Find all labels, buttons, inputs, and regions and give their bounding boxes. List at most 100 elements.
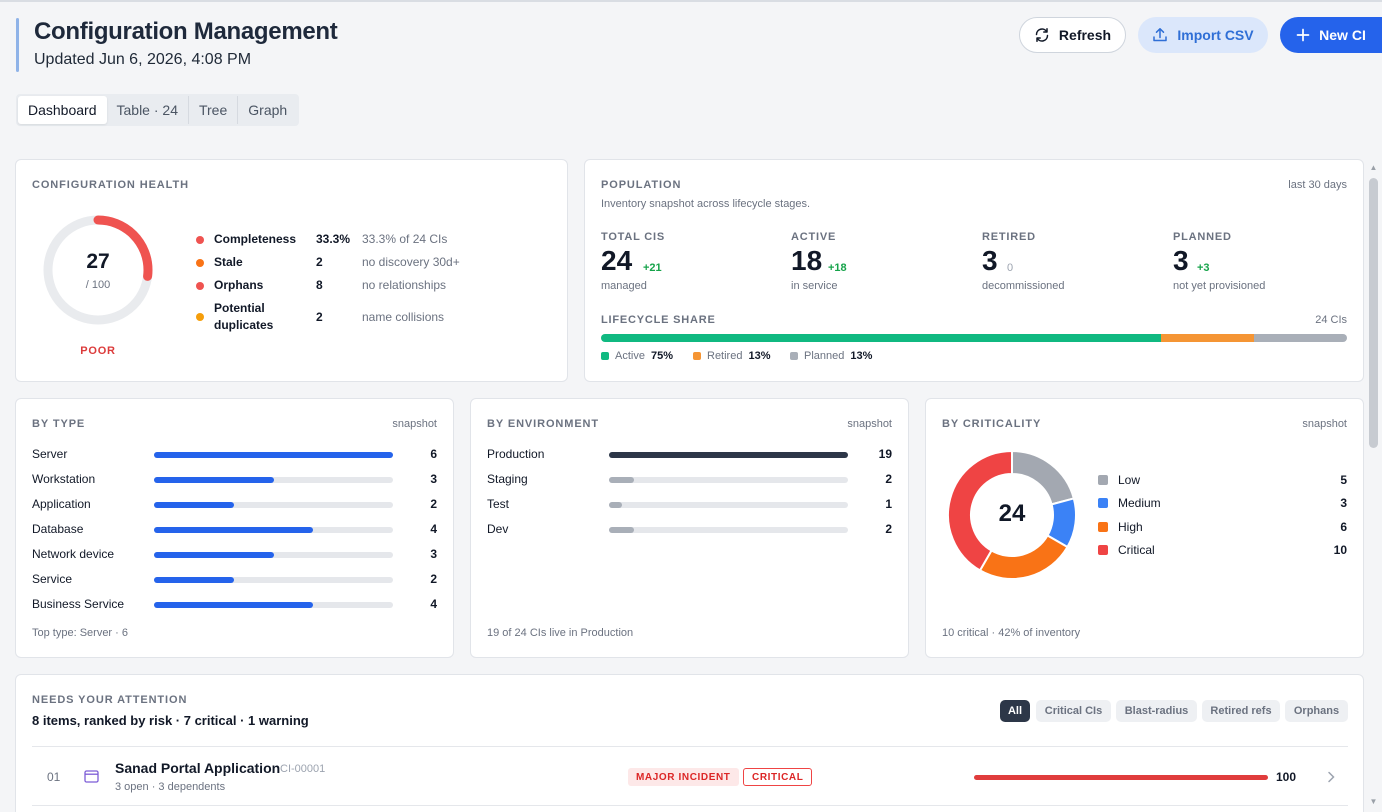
stat-label: PLANNED (1173, 231, 1232, 243)
bar-label: Test (487, 497, 510, 511)
by-criticality-card: BY CRITICALITY snapshot 24 Low 5 Medium … (925, 398, 1364, 658)
filter-critical-cis[interactable]: Critical CIs (1036, 700, 1111, 722)
health-score-max: / 100 (85, 279, 111, 291)
bar-fill (609, 477, 635, 483)
tab-dashboard[interactable]: Dashboard (18, 96, 107, 124)
row-rank: 01 (47, 770, 61, 784)
bar-track (609, 477, 848, 483)
bar-value: 2 (885, 472, 892, 486)
lifecycle-segment-retired (1160, 334, 1254, 342)
scroll-down-arrow-icon[interactable]: ▼ (1369, 797, 1378, 806)
bar-track (154, 552, 393, 558)
bar-label: Production (487, 447, 545, 461)
legend-swatch (1098, 545, 1108, 555)
metric-name: Stale (214, 255, 243, 269)
tab-tree[interactable]: Tree (187, 96, 237, 124)
population-range: last 30 days (1288, 179, 1347, 191)
filter-blast-radius[interactable]: Blast-radius (1116, 700, 1197, 722)
legend-swatch (693, 352, 701, 360)
legend-name: Active (615, 350, 645, 362)
metric-note: no relationships (362, 278, 447, 292)
bar-label: Business Service (32, 597, 125, 611)
population-card: POPULATION last 30 days Inventory snapsh… (584, 159, 1364, 382)
by-criticality-footer: 10 critical · 42% of inventory (942, 627, 1081, 639)
scroll-up-arrow-icon[interactable]: ▲ (1369, 163, 1378, 172)
by-environment-meta: snapshot (847, 418, 892, 430)
metric-note: 33.3% of 24 CIs (362, 232, 448, 246)
chevron-right-icon[interactable] (1327, 771, 1335, 783)
refresh-label: Refresh (1058, 27, 1112, 43)
bar-label: Network device (32, 547, 115, 561)
by-environment-title: BY ENVIRONMENT (487, 418, 600, 430)
lifecycle-share-bar (601, 334, 1347, 342)
metric-value: 2 (316, 255, 323, 269)
tab-table[interactable]: Table · 24 (116, 102, 178, 118)
stat-value: 3 (982, 245, 998, 276)
application-icon (84, 770, 99, 783)
window-top-border (0, 0, 1382, 2)
bar-track (609, 452, 848, 458)
refresh-button[interactable]: Refresh (1019, 17, 1126, 53)
legend-label: Critical (1118, 543, 1155, 557)
critical-tag: CRITICAL (743, 768, 813, 786)
bar-value: 2 (430, 497, 437, 511)
metric-dot (196, 313, 204, 321)
attention-summary: 8 items, ranked by risk · 7 critical · 1… (32, 713, 309, 728)
bar-track (154, 577, 393, 583)
stat-value: 18 (791, 245, 823, 276)
filter-retired-refs[interactable]: Retired refs (1202, 700, 1280, 722)
donut-slice-high (978, 534, 1069, 580)
metric-name: Completeness (214, 232, 297, 246)
tab-graph[interactable]: Graph (237, 96, 297, 124)
bar-track (154, 602, 393, 608)
bar-label: Staging (487, 472, 528, 486)
donut-slice-low (1011, 449, 1076, 506)
ci-caption: 3 open · 3 dependents (115, 781, 226, 793)
criticality-total: 24 (998, 500, 1026, 527)
legend-name: Planned (804, 350, 845, 362)
legend-percent: 13% (748, 350, 771, 362)
by-type-meta: snapshot (392, 418, 437, 430)
metric-name: Potential duplicates (214, 301, 274, 332)
legend-planned: Planned 13% (790, 350, 872, 362)
stat-delta: +3 (1197, 262, 1210, 274)
bar-value: 3 (430, 547, 437, 561)
attention-title: NEEDS YOUR ATTENTION (32, 694, 188, 706)
metric-dot (196, 236, 204, 244)
metric-note: name collisions (362, 310, 445, 324)
bar-track (154, 502, 393, 508)
bar-fill (154, 552, 274, 558)
stat-delta: +18 (828, 262, 847, 274)
stat-caption: not yet provisioned (1173, 280, 1266, 292)
filter-all[interactable]: All (1000, 700, 1030, 722)
by-criticality-title: BY CRITICALITY (942, 418, 1042, 430)
metric-value: 33.3% (316, 232, 351, 246)
legend-swatch (601, 352, 609, 360)
filter-orphans[interactable]: Orphans (1285, 700, 1348, 722)
legend-percent: 75% (650, 350, 673, 362)
health-rating: POOR (80, 345, 116, 357)
import-csv-button[interactable]: Import CSV (1138, 17, 1268, 53)
new-ci-button[interactable]: New CI (1280, 17, 1382, 53)
legend-name: Retired (707, 350, 743, 362)
metric-dot (196, 282, 204, 290)
needs-attention-card: NEEDS YOUR ATTENTION 8 items, ranked by … (15, 674, 1364, 812)
by-type-title: BY TYPE (32, 418, 86, 430)
view-tabs: Dashboard Table · 24 Tree Graph (16, 94, 300, 126)
metric-dot (196, 259, 204, 267)
last-updated-text: Updated Jun 6, 2026, 4:08 PM (34, 51, 252, 68)
bar-value: 19 (878, 447, 892, 461)
stat-label: TOTAL CIS (601, 231, 666, 243)
legend-percent: 13% (850, 350, 873, 362)
bar-fill (154, 577, 234, 583)
by-environment-footer: 19 of 24 CIs live in Production (487, 627, 634, 639)
lifecycle-segment-active (601, 334, 1161, 342)
scrollbar-thumb[interactable] (1369, 178, 1378, 448)
bar-fill (154, 477, 274, 483)
new-ci-label: New CI (1319, 27, 1366, 43)
legend-retired: Retired 13% (693, 350, 771, 362)
stat-label: ACTIVE (791, 231, 837, 243)
header-accent-bar (16, 18, 19, 72)
by-environment-card: BY ENVIRONMENT snapshot 19 of 24 CIs liv… (470, 398, 909, 658)
bar-fill (609, 527, 635, 533)
